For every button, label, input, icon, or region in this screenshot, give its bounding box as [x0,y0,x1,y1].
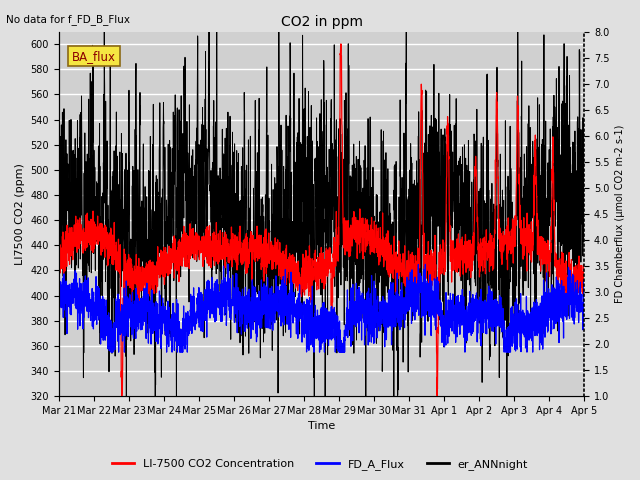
Legend: LI-7500 CO2 Concentration, FD_A_Flux, er_ANNnight: LI-7500 CO2 Concentration, FD_A_Flux, er… [108,455,532,474]
Text: No data for f_FD_B_Flux: No data for f_FD_B_Flux [6,14,131,25]
Y-axis label: FD Chamberflux (μmol CO2 m-2 s-1): FD Chamberflux (μmol CO2 m-2 s-1) [615,125,625,303]
Text: BA_flux: BA_flux [72,50,116,63]
Title: CO2 in ppm: CO2 in ppm [280,15,363,29]
X-axis label: Time: Time [308,421,335,432]
Y-axis label: LI7500 CO2 (ppm): LI7500 CO2 (ppm) [15,163,25,265]
